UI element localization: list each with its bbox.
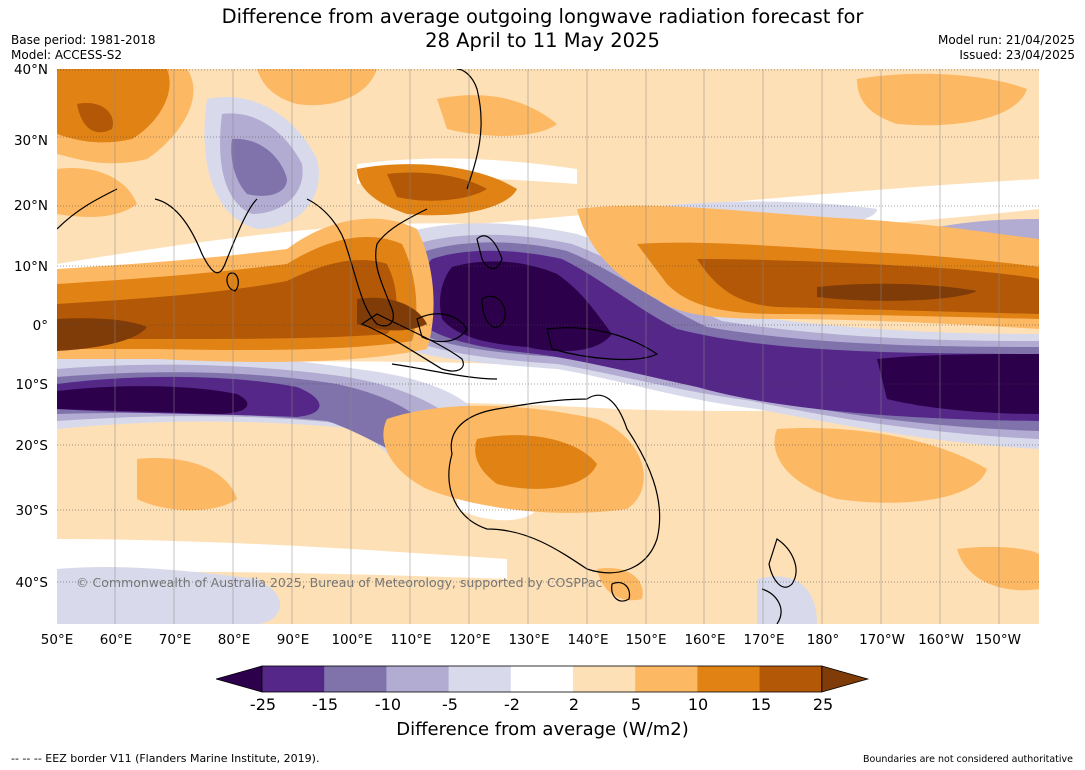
lon-label-170e: 170°E	[743, 632, 785, 648]
colorbar-tick-m2: -2	[504, 695, 520, 714]
colorbar-tick-15: 15	[750, 695, 772, 714]
colorbar-segment	[573, 666, 636, 692]
lon-label-120e: 120°E	[449, 632, 491, 648]
new-guinea-coast	[546, 327, 659, 361]
olr-anomaly-map	[57, 69, 1039, 624]
colorbar-tick-25: 25	[812, 695, 834, 714]
copyright-notice: © Commonwealth of Australia 2025, Bureau…	[76, 575, 603, 590]
colorbar-segment	[635, 666, 698, 692]
boundaries-disclaimer: Boundaries are not considered authoritat…	[863, 754, 1073, 765]
colorbar-extend-low	[216, 665, 263, 693]
lon-label-130e: 130°E	[508, 632, 550, 648]
colorbar-segment	[262, 666, 325, 692]
lon-label-170w: 170°W	[859, 632, 905, 648]
lon-label-180: 180°	[806, 632, 840, 648]
lat-label-10s: 10°S	[15, 377, 49, 393]
new-zealand-south-coast	[761, 588, 782, 624]
lon-label-80e: 80°E	[217, 632, 251, 648]
colorbar-segments	[216, 665, 870, 693]
colorbar	[216, 665, 870, 693]
base-period: Base period: 1981-2018	[11, 33, 156, 47]
australia-coast	[448, 394, 661, 574]
borneo-coast	[416, 313, 468, 343]
colorbar-tick-m5: -5	[442, 695, 458, 714]
lat-label-20s: 20°S	[15, 438, 49, 454]
colorbar-outline	[261, 665, 823, 693]
colorbar-tick-2: 2	[568, 695, 580, 714]
new-zealand-north-coast	[768, 538, 797, 588]
lon-label-160e: 160°E	[684, 632, 726, 648]
lon-label-70e: 70°E	[158, 632, 192, 648]
lat-label-30s: 30°S	[15, 503, 49, 519]
strong-negative-maritime	[440, 261, 612, 352]
meta-left: Base period: 1981-2018 Model: ACCESS-S2	[11, 33, 156, 63]
coastlines	[57, 69, 797, 624]
colorbar-tick-m10: -10	[374, 695, 402, 714]
colorbar-segment	[510, 666, 574, 692]
lat-label-40s: 40°S	[15, 575, 49, 591]
lon-label-160w: 160°W	[918, 632, 964, 648]
lon-gridlines	[114, 69, 1000, 624]
title-line-1: Difference from average outgoing longwav…	[221, 5, 864, 28]
lon-label-100e: 100°E	[331, 632, 373, 648]
lon-label-60e: 60°E	[99, 632, 133, 648]
lon-label-150e: 150°E	[625, 632, 667, 648]
lon-label-90e: 90°E	[276, 632, 310, 648]
meta-right: Model run: 21/04/2025 Issued: 23/04/2025	[938, 33, 1075, 63]
colorbar-tick-m25: -25	[249, 695, 277, 714]
lat-label-20n: 20°N	[13, 198, 48, 214]
map-title: Difference from average outgoing longwav…	[0, 5, 1085, 53]
lon-label-110e: 110°E	[390, 632, 432, 648]
sumatra-coast	[360, 313, 464, 372]
issued-date: Issued: 23/04/2025	[959, 48, 1075, 62]
colorbar-title: Difference from average (W/m2)	[396, 719, 689, 740]
colorbar-tick-m15: -15	[311, 695, 339, 714]
sulawesi-coast	[481, 295, 506, 328]
java-coast	[391, 363, 498, 380]
lon-label-50e: 50°E	[40, 632, 74, 648]
title-line-2: 28 April to 11 May 2025	[425, 29, 660, 52]
lat-label-10n: 10°N	[13, 259, 48, 275]
eez-border-note: -- -- -- EEZ border V11 (Flanders Marine…	[11, 752, 320, 765]
model-run: Model run: 21/04/2025	[937, 33, 1075, 47]
lat-label-0: 0°	[32, 318, 48, 334]
anomaly-field	[57, 69, 1039, 624]
lat-label-40n: 40°N	[13, 62, 48, 78]
colorbar-tick-5: 5	[630, 695, 642, 714]
tasmania-coast	[611, 581, 631, 602]
lon-label-150w: 150°W	[975, 632, 1021, 648]
colorbar-segment	[324, 666, 387, 692]
colorbar-tick-10: 10	[687, 695, 709, 714]
lat-label-30n: 30°N	[13, 133, 48, 149]
sri-lanka-coast	[226, 272, 239, 292]
colorbar-segment	[386, 666, 450, 692]
colorbar-segment	[759, 666, 823, 692]
lon-label-140e: 140°E	[567, 632, 609, 648]
colorbar-extend-high	[821, 665, 870, 693]
arabia-coast	[57, 188, 118, 230]
colorbar-segment	[697, 666, 761, 692]
philippines-coast	[476, 235, 503, 269]
strong-negative-south-indian	[57, 386, 248, 414]
colorbar-segment	[448, 666, 512, 692]
china-coast	[456, 69, 482, 190]
model-name: Model: ACCESS-S2	[11, 48, 123, 62]
india-coast	[154, 198, 258, 274]
indochina-coast	[306, 198, 428, 327]
